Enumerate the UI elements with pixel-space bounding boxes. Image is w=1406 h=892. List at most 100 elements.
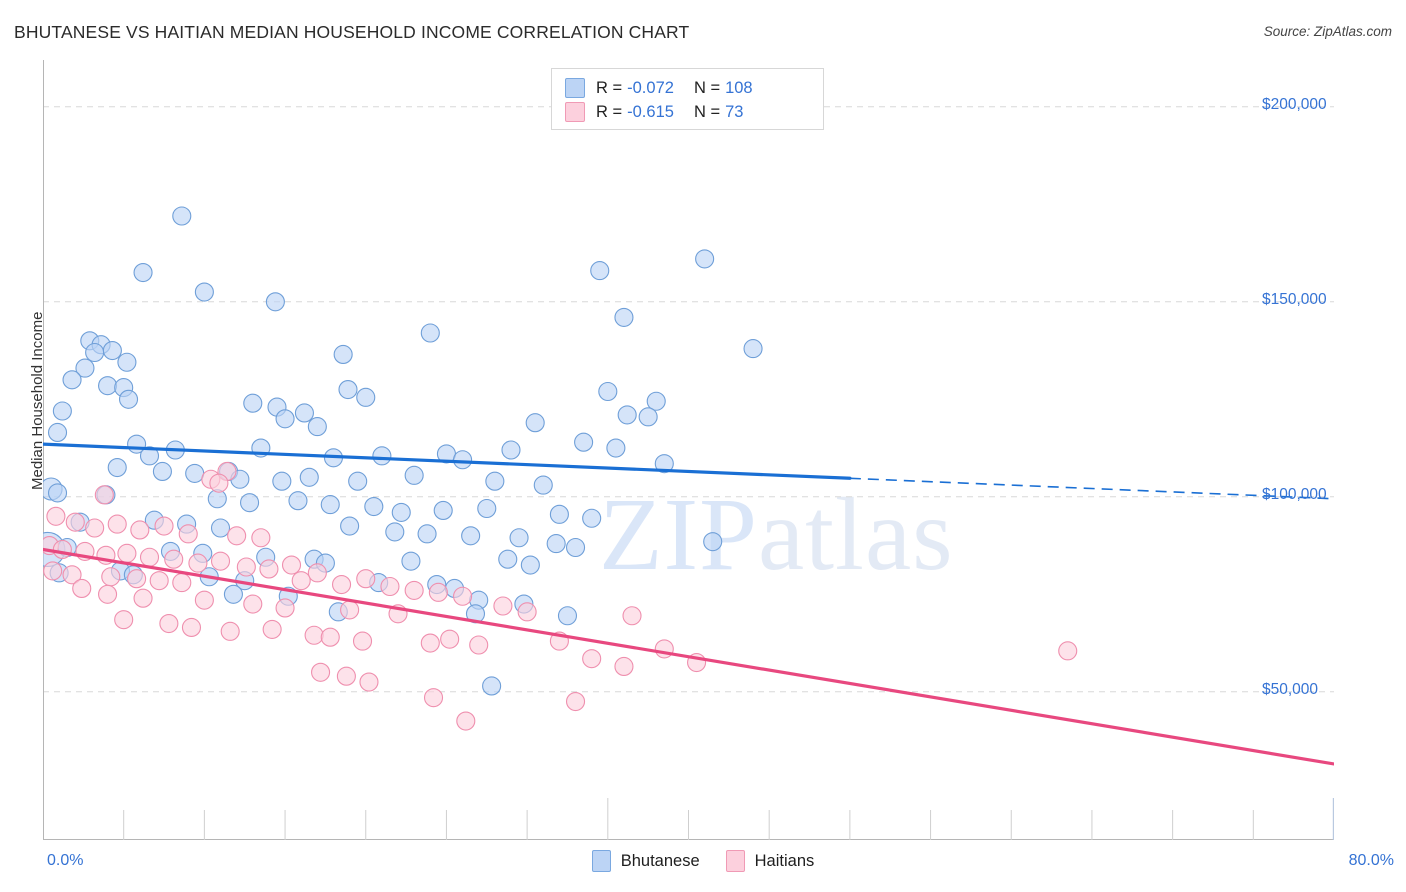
series-label-bhutanese: Bhutanese (620, 851, 700, 870)
data-point (549, 504, 569, 524)
series-swatch-haitians (725, 850, 745, 872)
data-point (118, 389, 139, 409)
data-point (453, 586, 473, 606)
data-point (695, 249, 715, 269)
data-point (380, 576, 400, 597)
data-point (281, 555, 302, 575)
data-point (47, 483, 68, 503)
data-point (139, 446, 160, 466)
y-axis-tick-label: $100,000 (1262, 485, 1327, 503)
data-point (1058, 641, 1078, 661)
data-point (565, 537, 586, 558)
y-axis-tick-label: $200,000 (1262, 95, 1327, 113)
x-axis-max-label: 80.0% (1348, 852, 1394, 869)
data-point (307, 417, 327, 437)
data-point (352, 631, 373, 651)
correlation-legend: R = -0.072 N = 108 R = -0.615 N = 73 (551, 68, 824, 130)
trend-line-bhutanese (43, 442, 852, 480)
data-point (614, 656, 634, 677)
data-point (209, 473, 229, 493)
data-point (391, 502, 411, 522)
data-point (461, 526, 481, 546)
data-point (72, 578, 92, 599)
y-axis-tick-label: $50,000 (1262, 680, 1319, 698)
data-point (622, 606, 642, 626)
data-point (259, 559, 279, 579)
series-legend: Bhutanese Haitians (0, 850, 1406, 872)
data-point (546, 534, 566, 554)
data-point (194, 590, 214, 610)
legend-r-value-haitians: -0.615 (627, 102, 674, 121)
data-point (52, 401, 72, 421)
data-point (331, 574, 352, 595)
data-point (356, 387, 376, 407)
data-point (501, 440, 521, 460)
data-point (423, 688, 444, 708)
legend-n-value-bhutanese: 108 (725, 78, 753, 97)
data-point (533, 475, 553, 495)
data-point (340, 516, 360, 536)
data-point (320, 495, 340, 515)
data-point (485, 471, 505, 491)
data-point (127, 569, 147, 589)
data-point (509, 528, 529, 548)
data-point (62, 565, 82, 585)
x-axis-min-label: 0.0% (47, 852, 84, 869)
data-point (152, 461, 172, 482)
legend-n-label-haitians: N = (693, 102, 721, 121)
data-point (65, 512, 85, 532)
data-point (275, 409, 295, 429)
data-point (154, 516, 174, 536)
data-point (236, 557, 256, 577)
data-point (107, 514, 127, 534)
legend-row-haitians: R = -0.615 N = 73 (565, 100, 813, 124)
data-point (520, 555, 540, 575)
data-point (299, 467, 319, 487)
data-point (574, 432, 594, 452)
data-point (85, 342, 105, 363)
data-point (320, 627, 340, 647)
data-point (139, 547, 160, 567)
data-point (703, 532, 723, 552)
series-legend-item-bhutanese[interactable]: Bhutanese (591, 850, 700, 872)
data-point (333, 344, 353, 365)
data-point (149, 571, 169, 591)
data-point (75, 358, 95, 378)
data-point (440, 629, 460, 649)
data-point (117, 543, 137, 563)
data-point (98, 376, 118, 396)
data-point (178, 524, 198, 544)
data-point (307, 563, 327, 583)
data-point (210, 551, 231, 571)
data-point (606, 438, 626, 458)
scatter-svg (43, 60, 1334, 840)
series-points-bhutanese (43, 206, 763, 696)
data-point (243, 393, 263, 413)
legend-n-value-haitians: 73 (725, 102, 744, 121)
data-point (85, 518, 105, 538)
series-points-haitians (43, 461, 1078, 731)
data-point (565, 691, 586, 712)
y-axis-tick-label: $150,000 (1262, 290, 1327, 308)
data-point (420, 633, 440, 653)
data-point (482, 676, 502, 696)
data-point (311, 662, 331, 682)
data-point (525, 413, 545, 433)
data-point (453, 450, 473, 470)
data-point (417, 524, 437, 544)
data-point (188, 553, 208, 573)
data-point (404, 465, 424, 485)
data-point (46, 506, 66, 526)
data-point (185, 463, 205, 483)
data-point (275, 598, 295, 618)
data-point (272, 471, 292, 491)
data-point (243, 594, 263, 614)
data-point (291, 571, 311, 591)
series-legend-item-haitians[interactable]: Haitians (725, 850, 814, 872)
data-point (294, 403, 314, 423)
data-point (348, 471, 368, 491)
data-point (159, 613, 179, 634)
plot-area: ZIPatlas Median Household Income (29, 60, 1334, 840)
legend-n-label-bhutanese: N = (693, 78, 721, 97)
data-point (114, 610, 134, 630)
